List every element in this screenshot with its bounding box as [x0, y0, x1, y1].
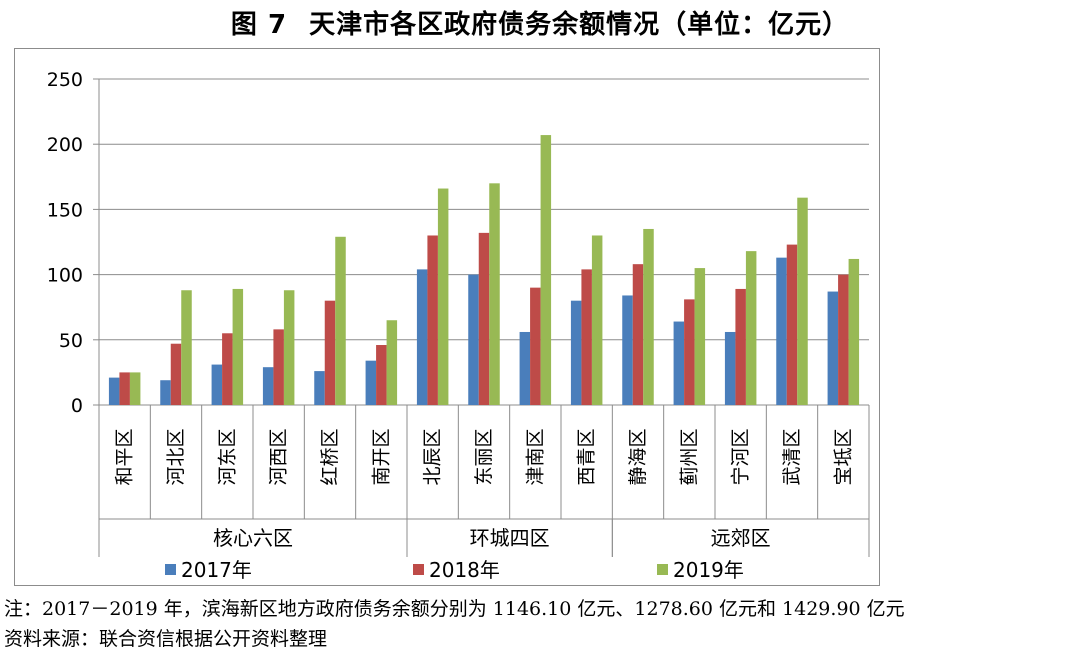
bar — [519, 331, 531, 405]
bar — [283, 290, 295, 405]
y-tick-label: 250 — [47, 69, 83, 91]
bar-chart: 0 50 100 150 200 250 和平区 河北区 河东区 河西区 红桥区 南开区 北辰区 东丽区 津… — [47, 69, 870, 582]
figure-number: 图 7 — [230, 10, 288, 40]
bar — [591, 235, 603, 405]
bar — [478, 232, 490, 405]
bar — [735, 288, 746, 405]
bar — [684, 299, 695, 405]
figure-title: 图 7 天津市各区政府债务余额情况（单位：亿元） — [0, 4, 1080, 41]
legend-swatch — [413, 564, 424, 575]
category-label: 西青区 — [576, 428, 598, 485]
legend-swatch — [165, 564, 176, 575]
y-tick-label: 150 — [47, 199, 83, 221]
category-label: 宝坻区 — [832, 428, 854, 485]
figure-title-text: 天津市各区政府债务余额情况（单位：亿元） — [309, 10, 850, 40]
bar — [273, 329, 284, 405]
group-label: 远郊区 — [711, 526, 771, 550]
category-label: 和平区 — [114, 428, 136, 485]
bar — [643, 228, 654, 405]
category-label: 河西区 — [268, 428, 290, 485]
bar — [530, 287, 541, 405]
bar — [314, 371, 325, 405]
bar — [427, 235, 438, 405]
group-label: 环城四区 — [470, 526, 550, 550]
bar — [827, 291, 839, 405]
bar — [222, 333, 233, 405]
y-tick-label: 200 — [47, 134, 83, 156]
bar — [776, 257, 787, 405]
category-label: 河北区 — [165, 428, 187, 485]
bar — [181, 290, 192, 405]
legend-label: 2018年 — [429, 558, 500, 582]
data-source: 资料来源：联合资信根据公开资料整理 — [4, 628, 328, 650]
bar — [694, 268, 706, 405]
category-label: 河东区 — [216, 428, 238, 485]
bar — [632, 264, 644, 405]
chart-area: 0 50 100 150 200 250 和平区 河北区 河东区 河西区 红桥区 南开区 北辰区 东丽区 津… — [14, 48, 880, 586]
category-label: 蓟州区 — [678, 428, 700, 485]
y-tick-label: 0 — [71, 395, 83, 417]
category-label: 东丽区 — [473, 428, 495, 485]
bar — [838, 274, 849, 405]
bar — [376, 345, 387, 405]
bar — [745, 251, 757, 405]
category-label: 红桥区 — [319, 428, 341, 485]
bar — [262, 367, 274, 405]
category-label: 津南区 — [524, 428, 546, 485]
legend-swatch — [657, 564, 668, 575]
bar — [119, 372, 130, 405]
y-tick-label: 50 — [59, 330, 83, 352]
bar — [724, 331, 736, 405]
bar — [540, 135, 552, 405]
chart-note: 注：2017－2019 年，滨海新区地方政府债务余额分别为 1146.10 亿元… — [4, 598, 905, 620]
bar — [468, 274, 479, 405]
bar — [489, 183, 500, 405]
group-label: 核心六区 — [213, 526, 293, 550]
bar — [581, 269, 592, 405]
bar — [848, 258, 860, 405]
bar — [786, 244, 798, 405]
bar — [170, 343, 182, 405]
y-tick-label: 100 — [47, 265, 83, 287]
bar — [622, 295, 633, 405]
legend-label: 2019年 — [673, 558, 744, 582]
bar — [160, 380, 171, 405]
bar — [365, 360, 377, 405]
bar — [129, 372, 141, 405]
category-label: 北辰区 — [422, 428, 444, 485]
legend-label: 2017年 — [181, 558, 252, 582]
bar — [108, 377, 120, 405]
bar — [416, 269, 428, 405]
category-label: 宁河区 — [730, 428, 752, 485]
category-label: 南开区 — [370, 428, 392, 485]
bar — [386, 320, 398, 405]
bar — [211, 364, 223, 405]
bar — [570, 300, 582, 405]
bar — [673, 321, 685, 405]
bar — [232, 288, 244, 405]
bar — [324, 300, 336, 405]
bar — [335, 236, 346, 405]
category-label: 静海区 — [627, 428, 649, 485]
bar — [797, 197, 808, 405]
bar — [437, 188, 449, 405]
category-label: 武清区 — [781, 428, 803, 485]
